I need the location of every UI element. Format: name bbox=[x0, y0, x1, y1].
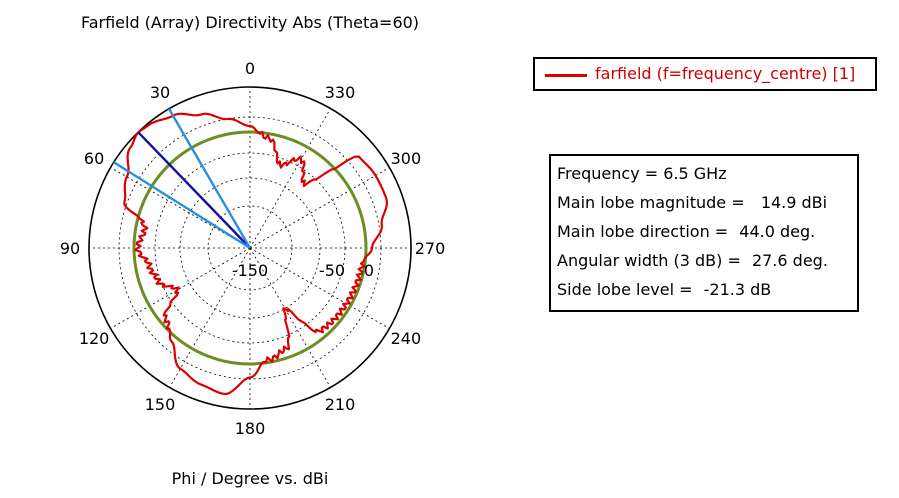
info-main-lobe-direction: Main lobe direction = 44.0 deg. bbox=[557, 220, 857, 249]
grid-spoke bbox=[249, 247, 390, 329]
grid-spoke bbox=[249, 108, 331, 249]
info-side-label: Side lobe level = bbox=[557, 280, 693, 299]
outer-ring bbox=[88, 86, 412, 410]
polar-grid bbox=[88, 86, 412, 410]
radial-tick-label: 0 bbox=[364, 261, 374, 280]
main-lobe-direction-line bbox=[137, 131, 251, 249]
angle-tick-label: 120 bbox=[79, 329, 110, 348]
info-width-value: 27.6 deg. bbox=[746, 251, 828, 270]
angle-tick-label: 240 bbox=[391, 329, 422, 348]
angle-tick-label: 90 bbox=[60, 239, 80, 258]
radial-tick-label: -150 bbox=[232, 261, 268, 280]
info-dir-value: 44.0 deg. bbox=[734, 222, 816, 241]
angle-tick-label: 0 bbox=[245, 59, 255, 78]
angle-tick-label: 180 bbox=[235, 419, 266, 438]
angle-tick-label: 300 bbox=[391, 149, 422, 168]
chart-title: Farfield (Array) Directivity Abs (Theta=… bbox=[81, 13, 419, 32]
info-mag-value: 14.9 dBi bbox=[750, 193, 828, 212]
angle-tick-label: 210 bbox=[325, 395, 356, 414]
beamwidth-edge-2-line bbox=[113, 161, 251, 250]
angle-tick-label: 60 bbox=[84, 149, 104, 168]
radial-tick-labels: -150 -50 0 bbox=[232, 261, 374, 280]
marker-lines bbox=[113, 108, 252, 250]
beamwidth-edge-1-line bbox=[167, 108, 252, 249]
angle-tick-label: 330 bbox=[325, 83, 356, 102]
grid-spoke bbox=[249, 167, 390, 249]
legend: farfield (f=frequency_centre) [1] bbox=[533, 57, 877, 91]
legend-label: farfield (f=frequency_centre) [1] bbox=[595, 64, 856, 83]
info-angular-width: Angular width (3 dB) = 27.6 deg. bbox=[557, 249, 857, 278]
info-mag-label: Main lobe magnitude = bbox=[557, 193, 745, 212]
angle-tick-label: 270 bbox=[415, 239, 446, 258]
info-side-lobe-level: Side lobe level = -21.3 dB bbox=[557, 278, 857, 307]
grid-spoke bbox=[169, 247, 251, 388]
grid-spoke bbox=[110, 247, 251, 329]
info-dir-label: Main lobe direction = bbox=[557, 222, 729, 241]
angle-tick-label: 30 bbox=[150, 83, 170, 102]
info-side-value: -21.3 dB bbox=[698, 280, 772, 299]
info-frequency: Frequency = 6.5 GHz bbox=[557, 164, 727, 183]
angle-tick-label: 150 bbox=[145, 395, 176, 414]
series-line bbox=[123, 112, 388, 395]
info-main-lobe-magnitude: Main lobe magnitude = 14.9 dBi bbox=[557, 191, 857, 220]
legend-line-swatch bbox=[545, 74, 587, 77]
angle-tick-labels: 0 30 60 90 120 150 180 210 240 270 300 330 bbox=[60, 59, 445, 438]
radial-tick-label: -50 bbox=[319, 261, 345, 280]
series-group bbox=[123, 112, 388, 395]
results-info-box: Frequency = 6.5 GHz Main lobe magnitude … bbox=[549, 154, 859, 312]
reference-circle bbox=[132, 130, 368, 366]
info-width-label: Angular width (3 dB) = bbox=[557, 251, 741, 270]
x-axis-label: Phi / Degree vs. dBi bbox=[172, 469, 329, 488]
grid-spoke bbox=[249, 247, 331, 388]
